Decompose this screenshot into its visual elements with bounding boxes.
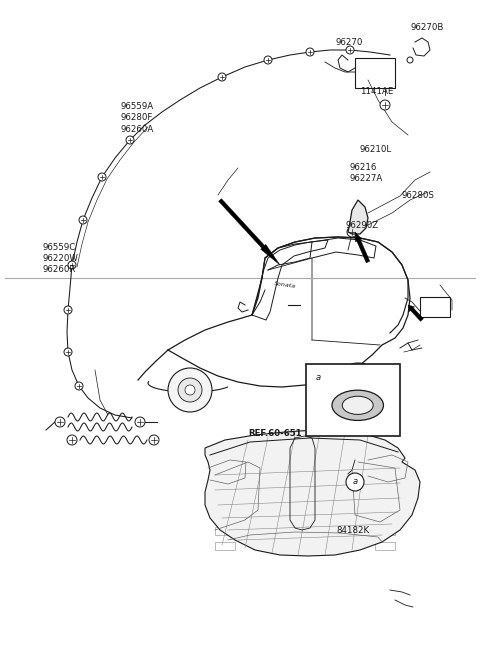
Bar [215, 542, 235, 550]
Text: Sonata: Sonata [274, 281, 296, 289]
Circle shape [135, 417, 145, 427]
Text: 96270B: 96270B [410, 23, 444, 32]
Text: 96260A: 96260A [121, 125, 154, 134]
Circle shape [64, 306, 72, 314]
Bar [215, 527, 235, 535]
Bar [375, 527, 395, 535]
Bar [215, 512, 235, 520]
Text: 96280S: 96280S [401, 191, 434, 200]
Circle shape [310, 369, 326, 386]
Text: a: a [352, 477, 358, 487]
Circle shape [64, 348, 72, 356]
Circle shape [346, 473, 364, 491]
Text: 96227A: 96227A [349, 174, 383, 183]
Text: 96559C: 96559C [42, 243, 75, 252]
Circle shape [68, 261, 76, 269]
Circle shape [353, 380, 363, 390]
Circle shape [55, 417, 65, 427]
Text: a: a [316, 373, 321, 382]
Text: 96559A: 96559A [121, 102, 154, 111]
Circle shape [178, 378, 202, 402]
Circle shape [98, 173, 106, 181]
Text: 96270: 96270 [336, 38, 363, 47]
Circle shape [336, 363, 380, 407]
Circle shape [346, 373, 370, 397]
Polygon shape [348, 200, 368, 234]
Text: 96260R: 96260R [42, 265, 76, 274]
Circle shape [306, 48, 314, 56]
Bar [375, 542, 395, 550]
Text: 1141AE: 1141AE [360, 87, 394, 96]
Polygon shape [355, 232, 370, 263]
Text: 96220W: 96220W [42, 254, 78, 263]
Circle shape [168, 368, 212, 412]
Circle shape [407, 57, 413, 63]
Text: 96280F: 96280F [121, 113, 153, 122]
Circle shape [218, 73, 226, 81]
Polygon shape [205, 430, 420, 556]
Bar [355, 58, 395, 88]
Bar [420, 297, 450, 317]
Circle shape [380, 100, 390, 110]
Circle shape [185, 385, 195, 395]
Polygon shape [408, 305, 423, 322]
Circle shape [347, 227, 357, 237]
Polygon shape [218, 198, 280, 265]
Text: 84182K: 84182K [336, 526, 369, 535]
Ellipse shape [332, 390, 384, 421]
Bar [306, 364, 400, 436]
Text: REF.60-651: REF.60-651 [249, 429, 302, 438]
Circle shape [264, 56, 272, 64]
Ellipse shape [342, 396, 373, 415]
Text: 96216: 96216 [349, 162, 377, 172]
Circle shape [346, 46, 354, 54]
Circle shape [79, 216, 87, 224]
Bar [375, 512, 395, 520]
Circle shape [126, 136, 134, 144]
Circle shape [67, 435, 77, 445]
Circle shape [149, 435, 159, 445]
Circle shape [75, 382, 83, 390]
Text: 96290Z: 96290Z [346, 221, 379, 231]
Text: 96210L: 96210L [359, 145, 391, 154]
